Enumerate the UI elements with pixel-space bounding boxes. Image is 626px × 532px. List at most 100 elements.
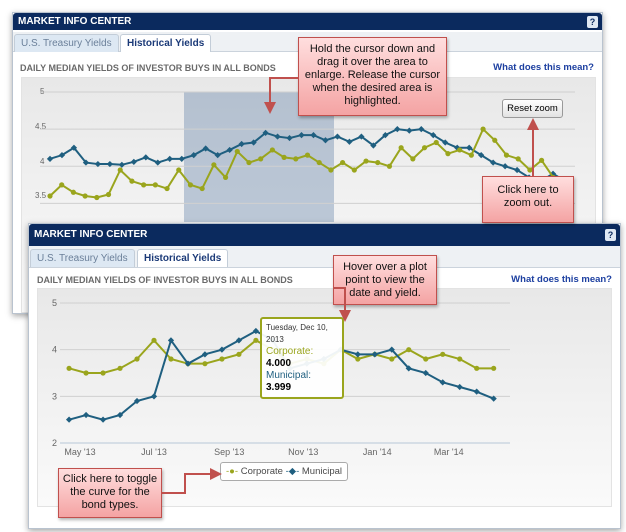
reset-zoom-button[interactable]: Reset zoom [502,99,563,118]
data-point-corporate [202,361,208,367]
data-point-corporate [281,154,287,160]
data-point-corporate [423,356,429,362]
data-point-corporate [176,167,182,173]
data-point-corporate [316,159,322,166]
data-point-municipal [252,327,260,335]
data-point-municipal [405,365,412,372]
data-point-municipal [490,395,497,402]
tooltip-municipal-label: Municipal: [266,370,312,381]
data-point-corporate [47,193,53,199]
data-point-municipal [142,154,149,161]
data-point-municipal [82,159,90,166]
y-tick-label: 4.5 [35,122,47,131]
data-point-municipal [322,137,329,144]
data-point-corporate [304,152,311,158]
data-point-corporate [421,145,428,151]
help-icon[interactable]: ? [605,229,616,241]
data-point-corporate [410,156,416,162]
data-point-corporate [492,137,498,143]
data-point-corporate [389,356,395,362]
callout-hover: Hover over a plot point to view the date… [333,255,437,305]
data-point-corporate [66,365,72,371]
callout-toggle: Click here to toggle the curve for the b… [58,468,162,518]
callout-zoom-out: Click here to zoom out. [482,176,574,223]
callout-drag-to-zoom: Hold the cursor down and drag it over th… [298,37,447,116]
data-point-corporate [398,145,404,151]
data-point-corporate [222,174,229,181]
data-point-municipal [70,144,78,151]
data-point-corporate [355,356,361,362]
data-point-corporate [117,167,123,173]
data-point-corporate [134,356,140,362]
data-point-corporate [293,156,299,162]
help-icon[interactable]: ? [587,16,598,28]
data-point-municipal [473,388,480,395]
data-point-municipal [439,379,446,386]
data-point-corporate [503,152,510,158]
legend-item-municipal[interactable]: -◆- Municipal [286,466,342,477]
what-does-this-mean-link[interactable]: What does this mean? [511,274,612,285]
data-point-corporate [236,351,242,357]
data-point-corporate [468,152,474,158]
data-point-municipal [178,155,185,162]
tab-historical-yields[interactable]: Historical Yields [137,249,229,267]
data-point-corporate [491,365,497,371]
data-point-municipal [167,337,175,344]
panel-header: MARKET INFO CENTER? [13,13,602,30]
tooltip-date: Tuesday, Dec 10, 2013 [266,323,328,344]
data-point-municipal [106,160,113,168]
data-point-corporate [258,156,264,162]
data-point-municipal [502,163,509,170]
y-tick-label: 4 [52,345,57,355]
data-point-municipal [130,158,137,165]
data-point-corporate [105,191,112,198]
data-point-corporate [457,147,463,153]
data-point-municipal [388,346,395,353]
data-point-corporate [152,182,158,188]
data-point-corporate [527,167,533,173]
y-tick-label: 2 [52,438,57,448]
data-point-municipal [250,139,257,146]
legend-item-corporate[interactable]: -●- Corporate [226,466,283,477]
x-tick-label: Mar '14 [434,447,464,457]
panel-title: MARKET INFO CENTER [34,229,148,240]
chart-title: DAILY MEDIAN YIELDS OF INVESTOR BUYS IN … [20,63,276,73]
data-point-municipal [190,152,197,159]
data-point-municipal [46,155,54,162]
data-point-municipal [218,346,226,353]
tab-bar: U.S. Treasury Yields Historical Yields [13,32,602,52]
tab-historical-yields[interactable]: Historical Yields [120,34,212,52]
data-point-corporate [246,159,252,166]
data-point-corporate [83,370,89,376]
data-point-corporate [474,365,480,371]
data-point-municipal [422,369,429,377]
data-point-corporate [515,156,521,162]
data-point-corporate [187,182,194,188]
x-tick-label: Nov '13 [288,447,318,457]
data-point-corporate [151,337,157,343]
data-point-municipal [166,155,173,162]
tab-us-treasury-yields[interactable]: U.S. Treasury Yields [14,34,119,52]
y-tick-label: 4 [40,157,45,166]
x-tick-label: May '13 [64,447,95,457]
what-does-this-mean-link[interactable]: What does this mean? [493,62,594,73]
data-point-municipal [371,351,378,358]
data-point-corporate [70,189,77,195]
data-point-municipal [202,145,209,152]
arrow-drag [264,77,298,114]
data-point-corporate [375,159,381,166]
y-tick-label: 3.5 [35,191,47,200]
data-point-municipal [94,160,102,168]
legend-label: Municipal [301,466,343,477]
data-point-corporate [406,347,412,353]
data-point-corporate [386,163,393,169]
data-point-corporate [94,194,100,201]
x-tick-label: Jul '13 [141,447,167,457]
panel-header: MARKET INFO CENTER? [29,224,620,246]
data-point-corporate [440,351,446,357]
legend-label: Corporate [240,466,283,477]
tab-us-treasury-yields[interactable]: U.S. Treasury Yields [30,249,135,267]
data-point-municipal [58,152,66,159]
data-point-corporate [219,356,225,362]
